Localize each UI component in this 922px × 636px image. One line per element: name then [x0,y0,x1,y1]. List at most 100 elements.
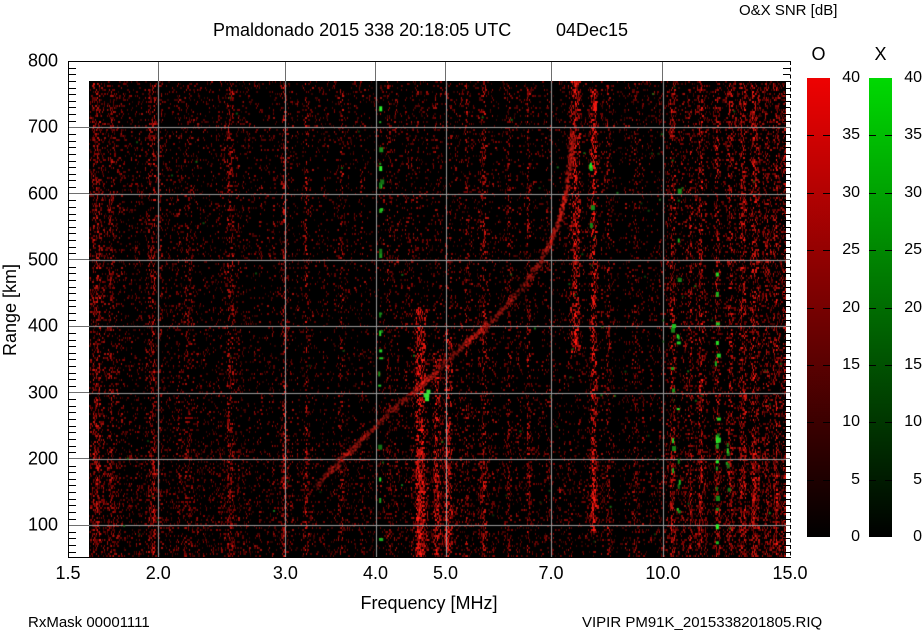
colorbar-tick-label: 30 [904,183,922,201]
y-minor-tick [69,187,76,188]
y-minor-tick [69,352,76,354]
y-minor-tick-right [783,220,790,222]
y-minor-tick [69,419,76,421]
y-minor-tick-right [783,372,790,374]
colorbar-tick [823,422,830,424]
y-minor-tick-right [783,452,790,454]
colorbar-tick [823,307,830,309]
y-minor-tick-right [783,538,790,540]
y-minor-tick-right [783,465,790,467]
y-minor-tick-right [783,492,790,493]
y-minor-tick-right [783,286,790,288]
y-minor-tick-right [783,114,790,115]
colorbar-tick [807,192,814,194]
colorbar-tick [823,479,830,481]
colorbar-tick-label: 0 [851,528,860,545]
y-minor-tick [69,319,76,321]
y-minor-tick-right [783,551,790,553]
y-minor-tick-right [783,472,790,474]
colorbar-tick-label: 40 [904,69,922,86]
y-minor-tick-right [783,293,790,295]
y-minor-tick-right [783,266,790,268]
plot-frame-left [68,61,69,558]
y-minor-tick [69,94,76,96]
y-minor-tick-right [783,545,790,547]
y-minor-tick-right [783,498,790,500]
y-minor-tick [69,206,76,208]
colorbar-tick [885,364,892,366]
y-minor-tick [69,273,76,275]
colorbar-tick-label: 10 [842,413,860,431]
y-minor-tick [69,120,76,122]
y-minor-tick [69,293,76,295]
x-tick-label: 1.5 [55,563,81,583]
y-minor-tick-right [783,187,790,188]
y-minor-tick [69,445,76,447]
colorbar-tick [869,479,876,481]
y-minor-tick-right [783,425,790,427]
colorbar-tick [807,422,814,424]
y-minor-tick [69,339,76,341]
y-minor-tick-right [783,346,790,348]
colorbar-tick-label: 15 [904,355,922,373]
y-minor-tick [69,173,76,175]
y-minor-tick-right [783,213,790,215]
y-minor-tick-right [783,339,790,341]
colorbar-tick [823,135,830,137]
y-minor-tick [69,140,76,142]
colorbar-tick [869,422,876,424]
colorbar-tick-label: 10 [904,413,922,431]
y-minor-tick-right [783,206,790,208]
y-minor-tick-right [783,432,790,434]
y-minor-tick-right [783,518,790,520]
y-tick-label: 100 [27,514,58,535]
y-minor-tick-right [783,167,790,169]
y-minor-tick [69,147,76,149]
y-minor-tick [69,133,76,135]
y-minor-tick-right [783,160,790,162]
y-minor-tick [69,226,76,228]
y-minor-tick [69,153,76,155]
ionogram-canvas [89,81,786,557]
y-minor-tick [69,87,76,89]
x-tick-label: 3.0 [272,563,298,583]
y-minor-tick-right [783,332,790,334]
y-minor-tick [69,379,76,381]
y-minor-tick [69,200,76,202]
colorbar-tick [885,135,892,137]
colorbar-tick [869,250,876,252]
y-minor-tick [69,432,76,434]
colorbar-tick-label: 5 [851,470,860,488]
colorbar-tick-label: 0 [913,528,922,545]
colorbar-tick-label: 25 [842,241,860,259]
y-minor-tick-right [783,67,790,69]
x-tick-label: 5.0 [433,563,459,583]
y-minor-tick-right [783,80,790,82]
y-axis-title: Range [km] [0,263,20,357]
y-minor-tick-right [783,253,790,255]
y-minor-tick-right [783,359,790,361]
plot-frame-top [68,61,791,62]
y-minor-tick [69,551,76,553]
y-minor-tick [69,306,76,308]
y-minor-tick [69,240,76,241]
x-axis-title: Frequency [MHz] [360,593,498,613]
footer-filename: VIPIR PM91K_2015338201805.RIQ [582,614,823,631]
y-minor-tick [69,167,76,169]
colorbar-tick [885,422,892,424]
y-minor-tick [69,511,76,513]
x-tick-label: 4.0 [363,563,389,583]
y-minor-tick-right [783,352,790,354]
y-minor-tick [69,492,76,493]
y-minor-tick-right [783,153,790,155]
colorbar-tick-label: 15 [842,355,860,373]
y-minor-tick [69,372,76,374]
y-minor-tick-right [783,279,790,281]
colorbar-tick-label: 35 [842,126,860,144]
y-minor-tick-right [783,405,790,407]
y-minor-tick-right [783,240,790,241]
y-minor-tick [69,405,76,407]
y-minor-tick-right [783,226,790,228]
colorbar-tick-label: 30 [842,183,860,201]
y-minor-tick [69,385,76,387]
